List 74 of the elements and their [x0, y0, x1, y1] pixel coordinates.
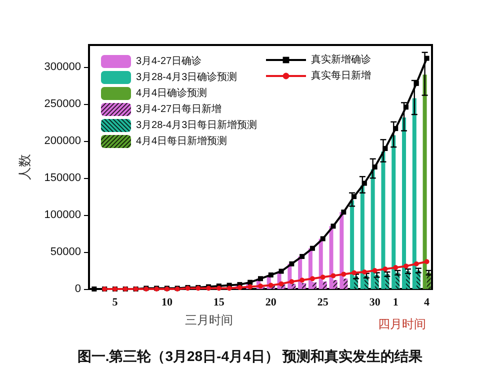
point: [237, 285, 242, 290]
point: [330, 273, 336, 278]
bar: [329, 226, 334, 289]
point: [372, 268, 378, 274]
bar: [422, 74, 427, 289]
y-tick-label: 150000: [44, 172, 81, 184]
point: [352, 270, 357, 276]
point: [258, 284, 263, 289]
y-tick-label: 0: [74, 283, 81, 295]
point: [289, 279, 294, 284]
bar: [350, 200, 354, 289]
point: [414, 80, 419, 86]
point: [424, 259, 430, 264]
point: [226, 286, 232, 291]
y-tick-label: 50000: [50, 246, 81, 258]
point: [310, 246, 315, 251]
bar: [402, 117, 406, 289]
point: [382, 146, 388, 152]
point: [310, 276, 315, 282]
point: [278, 268, 284, 274]
legend-label: 真实新增确诊: [311, 54, 371, 66]
point: [268, 272, 274, 278]
point: [424, 56, 430, 61]
point: [248, 284, 253, 290]
x-tick-label: 1: [392, 296, 398, 308]
y-tick-label: 200000: [44, 135, 81, 148]
point: [330, 224, 336, 229]
x-tick-label: 15: [213, 296, 225, 308]
x-axis-title: 三月时间: [185, 313, 233, 327]
x-tick-label: 30: [369, 296, 381, 308]
x-tick-label: 20: [265, 296, 277, 308]
legend-label: 3月4-27日确诊: [136, 55, 202, 67]
bar: [412, 98, 416, 289]
bar: [392, 135, 396, 289]
legend-label: 3月28-4月3日确诊预测: [136, 71, 238, 83]
bar: [381, 151, 386, 289]
y-tick-label: 100000: [44, 209, 81, 222]
point: [393, 126, 398, 132]
legend-label: 4月4日确诊预测: [136, 87, 208, 99]
point: [341, 272, 346, 277]
x-tick-label: 10: [161, 296, 173, 308]
x-tick-label: 4: [424, 296, 430, 308]
point: [414, 261, 419, 266]
text: 四月时间: [378, 317, 426, 331]
point: [268, 282, 274, 288]
x-tick-label: 5: [112, 296, 118, 308]
point: [300, 278, 305, 283]
point: [320, 236, 326, 242]
legend-label: 3月4-27日每日新增: [136, 103, 222, 115]
text: 图一.第三轮（3月28日-4月4日） 预测和真实发生的结果: [77, 348, 424, 364]
point: [289, 261, 294, 266]
point: [248, 280, 253, 285]
point: [382, 266, 388, 272]
legend-label: 真实每日新增: [311, 70, 371, 82]
point: [258, 276, 263, 282]
point: [393, 265, 398, 270]
point: [92, 286, 97, 292]
y-tick-label: 300000: [44, 61, 81, 74]
point: [362, 269, 367, 274]
bar: [370, 169, 375, 289]
bar: [340, 212, 344, 289]
point: [362, 180, 367, 186]
y-tick-label: 250000: [44, 98, 81, 110]
point: [341, 210, 346, 215]
point: [300, 254, 305, 259]
bar: [360, 185, 364, 289]
legend-label: 3月28-4月3日每日新增预测: [136, 119, 258, 131]
point: [320, 274, 326, 280]
x-tick-label: 25: [317, 296, 329, 308]
y-axis-title: 人数: [17, 154, 32, 180]
point: [278, 281, 284, 286]
legend-label: 4月4日每日新增预测: [136, 135, 228, 147]
point: [404, 264, 409, 269]
point: [372, 164, 378, 170]
